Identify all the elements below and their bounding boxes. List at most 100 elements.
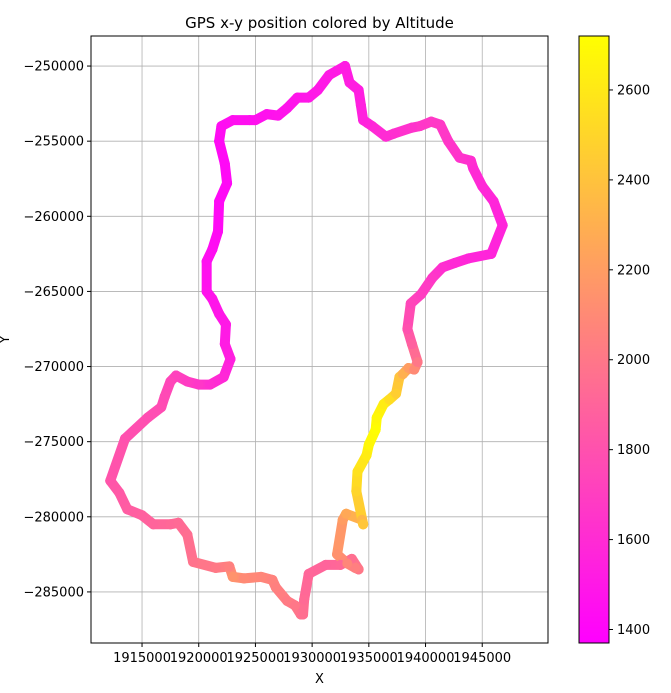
track-point: [303, 568, 314, 579]
x-tick-label: 1945000: [453, 651, 511, 666]
track-point: [282, 103, 293, 114]
track-point: [463, 253, 474, 264]
track-segment: [486, 220, 508, 259]
track-segment: [213, 196, 225, 237]
track-point: [350, 562, 361, 573]
track-point: [156, 402, 167, 413]
track-point: [214, 196, 225, 207]
track-point: [497, 220, 508, 231]
track-point: [201, 256, 212, 267]
track-point: [341, 508, 352, 519]
track-point: [120, 433, 131, 444]
colorbar-tick-label: 1800: [617, 443, 650, 458]
colorbar-ticks: 1400 1600 1800 2000 2200 2400 2600: [609, 83, 650, 638]
colorbar-tick-label: 1600: [617, 533, 650, 548]
track-point: [227, 571, 238, 582]
track-point: [216, 121, 227, 132]
track-point: [370, 424, 381, 435]
track-point: [358, 115, 369, 126]
track-point: [205, 379, 216, 390]
track-point: [384, 394, 395, 405]
track-point: [342, 558, 353, 569]
track-point: [443, 136, 454, 147]
track-point: [207, 293, 218, 304]
track-point: [468, 163, 479, 174]
track-point: [486, 248, 497, 259]
colorbar-tick-label: 2200: [617, 263, 650, 278]
x-tick-label: 1940000: [397, 651, 455, 666]
track-point: [402, 323, 413, 334]
track-point: [207, 244, 218, 255]
track-point: [273, 110, 284, 121]
track-point: [292, 92, 303, 103]
x-tick-label: 1915000: [113, 651, 171, 666]
track-point: [267, 574, 278, 585]
track-point: [270, 582, 281, 593]
track-point: [201, 286, 212, 297]
track-point: [426, 116, 437, 127]
track-point: [427, 272, 438, 283]
track-point: [380, 131, 391, 142]
chart-title: GPS x-y position colored by Altitude: [185, 14, 454, 32]
x-axis-ticks: 1915000192000019250001930000193500019400…: [113, 643, 511, 666]
track-point: [222, 178, 233, 189]
y-axis-label: Y: [0, 335, 13, 344]
track-point: [261, 109, 272, 120]
track-point: [227, 115, 238, 126]
track-point: [465, 155, 476, 166]
track-point: [303, 92, 314, 103]
track-point: [409, 364, 420, 375]
track-point: [220, 319, 231, 330]
track-point: [224, 561, 235, 572]
track-point: [182, 529, 193, 540]
track-point: [412, 357, 423, 368]
colorbar-tick-label: 2600: [617, 83, 650, 98]
track-segment: [120, 412, 153, 444]
track-point: [219, 158, 230, 169]
y-tick-label: −250000: [23, 60, 84, 75]
y-tick-label: −280000: [23, 510, 84, 525]
y-tick-label: −255000: [23, 135, 84, 150]
track-point: [332, 549, 343, 560]
track-point: [414, 121, 425, 132]
track-point: [159, 391, 170, 402]
track-point: [391, 388, 402, 399]
track-point: [388, 128, 399, 139]
track-point: [340, 61, 351, 72]
track-point: [148, 519, 159, 530]
track-point: [477, 181, 488, 192]
track-point: [290, 600, 301, 611]
grid: [91, 36, 548, 643]
track-point: [218, 372, 229, 383]
track-point: [214, 308, 225, 319]
track-point: [182, 376, 193, 387]
y-tick-label: −270000: [23, 360, 84, 375]
track-point: [122, 504, 133, 515]
track-point: [415, 289, 426, 300]
y-tick-label: −275000: [23, 435, 84, 450]
track-point: [435, 119, 446, 130]
track-point: [353, 85, 364, 96]
x-tick-label: 1930000: [283, 651, 341, 666]
track-point: [219, 339, 230, 350]
track-segment: [332, 514, 348, 560]
gps-track: [105, 61, 508, 620]
track-point: [114, 487, 125, 498]
y-tick-label: −260000: [23, 210, 84, 225]
track-point: [137, 510, 148, 521]
track-point: [213, 226, 224, 237]
x-tick-label: 1935000: [340, 651, 398, 666]
x-axis-label: X: [315, 672, 324, 687]
track-point: [371, 412, 382, 423]
track-point: [244, 115, 255, 126]
track-point: [488, 196, 499, 207]
track-point: [312, 85, 323, 96]
track-point: [225, 354, 236, 365]
track-point: [142, 412, 153, 423]
track-point: [299, 594, 310, 605]
track-point: [256, 571, 267, 582]
plot-area: [91, 36, 548, 643]
plot-frame: [90, 35, 549, 644]
track-point: [361, 450, 372, 461]
